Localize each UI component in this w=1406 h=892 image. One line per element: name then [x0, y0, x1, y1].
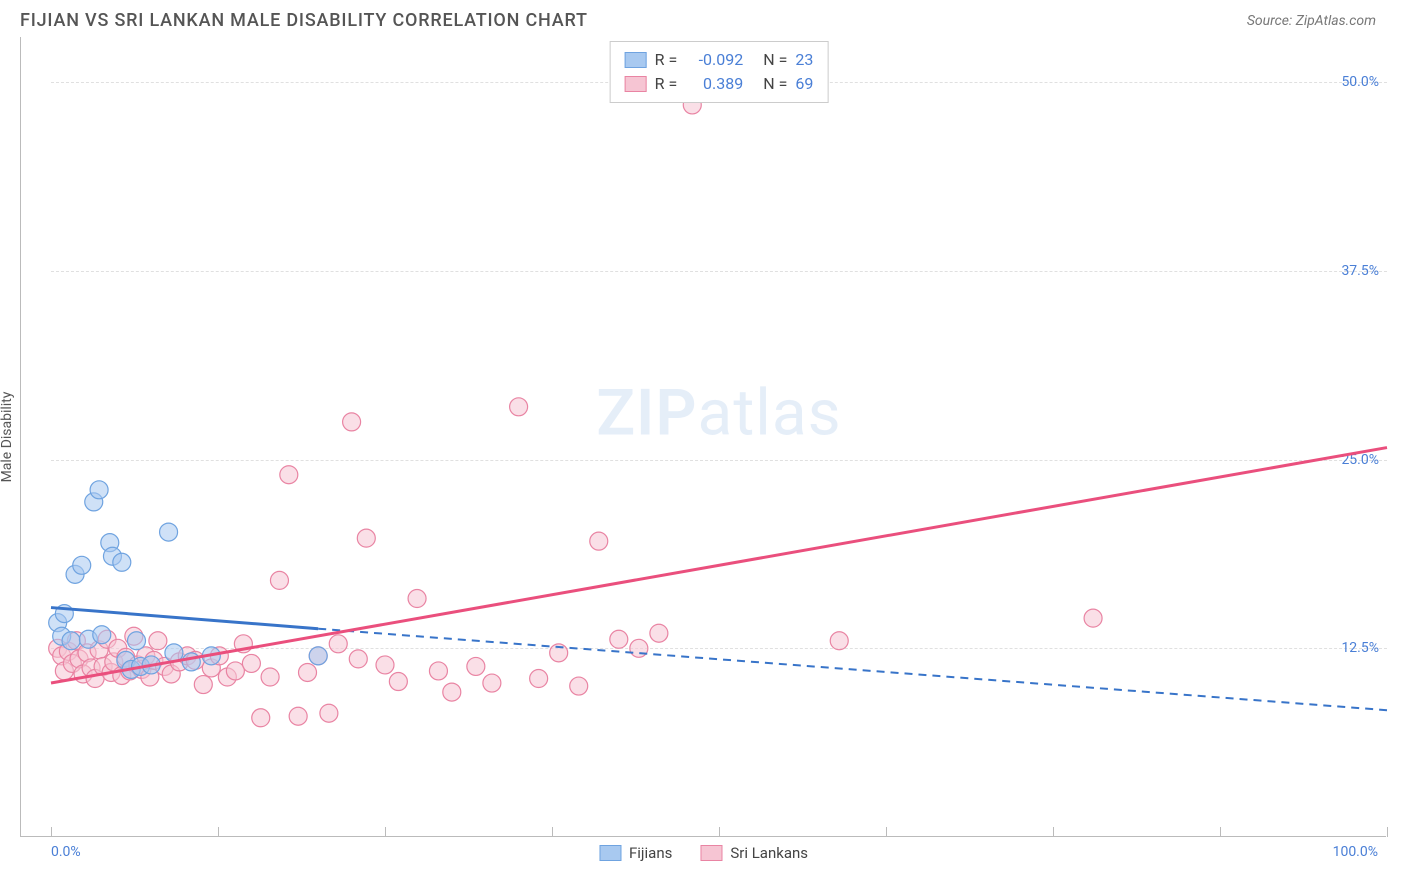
- data-point: [510, 398, 528, 416]
- data-point: [343, 413, 361, 431]
- data-point: [590, 532, 608, 550]
- data-point: [830, 632, 848, 650]
- swatch-srilankans: [625, 76, 647, 92]
- data-point: [149, 632, 167, 650]
- stats-legend: R = -0.092 N = 23 R = 0.389 N = 69: [610, 41, 829, 103]
- legend-fijians-label: Fijians: [629, 844, 672, 862]
- chart-title: FIJIAN VS SRI LANKAN MALE DISABILITY COR…: [20, 10, 588, 31]
- data-point: [128, 632, 146, 650]
- data-point: [610, 630, 628, 648]
- legend-srilankans: Sri Lankans: [700, 844, 808, 862]
- r-label: R =: [655, 48, 678, 72]
- data-point: [349, 650, 367, 668]
- plot-area: 12.5%25.0%37.5%50.0% ZIPatlas R = -0.092…: [51, 37, 1387, 837]
- data-point: [309, 647, 327, 665]
- scatter-svg: [51, 37, 1387, 837]
- swatch-fijians-b: [599, 845, 621, 861]
- srilankans-r-value: 0.389: [685, 72, 743, 96]
- data-point: [650, 624, 668, 642]
- regression-line: [51, 448, 1387, 683]
- data-point: [483, 674, 501, 692]
- n-label: N =: [763, 48, 787, 72]
- data-point: [299, 663, 317, 681]
- fijians-n-value: 23: [795, 48, 813, 72]
- data-point: [194, 676, 212, 694]
- data-point: [320, 704, 338, 722]
- data-point: [443, 683, 461, 701]
- data-point: [530, 670, 548, 688]
- x-tick: [886, 827, 887, 837]
- series-legend: Fijians Sri Lankans: [599, 844, 808, 862]
- chart-source: Source: ZipAtlas.com: [1247, 13, 1376, 29]
- regression-line: [51, 608, 318, 629]
- x-tick: [51, 827, 52, 837]
- x-tick: [1053, 827, 1054, 837]
- swatch-fijians: [625, 52, 647, 68]
- data-point: [226, 662, 244, 680]
- data-point: [90, 481, 108, 499]
- n-label: N =: [763, 72, 787, 96]
- data-point: [62, 632, 80, 650]
- x-label-max: 100.0%: [1333, 844, 1378, 860]
- data-point: [113, 553, 131, 571]
- r-label: R =: [655, 72, 678, 96]
- data-point: [467, 657, 485, 675]
- data-point: [160, 523, 178, 541]
- data-point: [261, 668, 279, 686]
- data-point: [270, 571, 288, 589]
- legend-srilankans-label: Sri Lankans: [730, 844, 808, 862]
- data-point: [1084, 609, 1102, 627]
- data-point: [289, 707, 307, 725]
- x-tick: [385, 827, 386, 837]
- x-tick: [552, 827, 553, 837]
- data-point: [242, 654, 260, 672]
- data-point: [429, 662, 447, 680]
- data-point: [408, 590, 426, 608]
- stats-row-fijians: R = -0.092 N = 23: [625, 48, 814, 72]
- data-point: [389, 673, 407, 691]
- data-point: [357, 529, 375, 547]
- swatch-srilankans-b: [700, 845, 722, 861]
- x-tick: [719, 827, 720, 837]
- y-axis-label: Male Disability: [0, 391, 15, 482]
- data-point: [182, 653, 200, 671]
- data-point: [252, 709, 270, 727]
- srilankans-n-value: 69: [795, 72, 813, 96]
- data-point: [280, 466, 298, 484]
- data-point: [570, 677, 588, 695]
- legend-fijians: Fijians: [599, 844, 672, 862]
- fijians-r-value: -0.092: [685, 48, 743, 72]
- stats-row-srilankans: R = 0.389 N = 69: [625, 72, 814, 96]
- x-tick: [1220, 827, 1221, 837]
- data-point: [376, 656, 394, 674]
- x-tick: [1387, 827, 1388, 837]
- x-label-min: 0.0%: [51, 844, 81, 860]
- chart-container: Male Disability 12.5%25.0%37.5%50.0% ZIP…: [20, 37, 1386, 837]
- data-point: [73, 556, 91, 574]
- data-point: [93, 626, 111, 644]
- x-tick: [218, 827, 219, 837]
- data-point: [329, 635, 347, 653]
